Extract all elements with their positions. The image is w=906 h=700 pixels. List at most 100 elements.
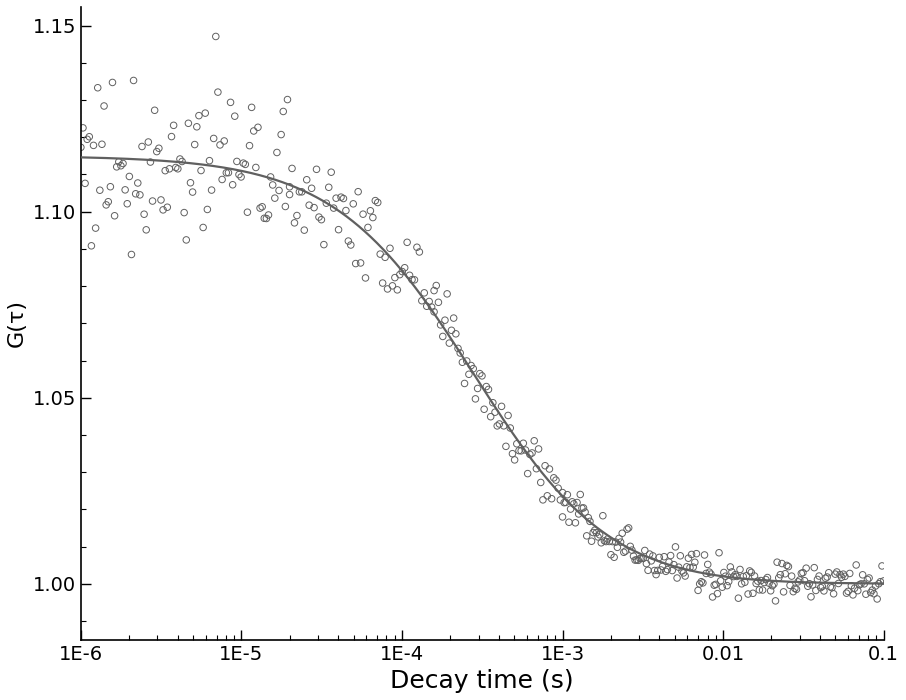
Point	[240, 206, 255, 218]
Point	[612, 533, 626, 544]
Point	[410, 241, 424, 253]
Point	[438, 314, 452, 326]
Point	[764, 585, 778, 596]
Point	[802, 578, 816, 589]
Point	[105, 77, 120, 88]
Point	[830, 566, 844, 578]
Point	[148, 105, 162, 116]
Point	[717, 567, 731, 578]
Point	[549, 475, 564, 486]
Point	[862, 573, 876, 584]
Point	[690, 584, 705, 596]
Point	[551, 482, 565, 493]
Point	[853, 579, 867, 590]
Point	[659, 566, 673, 577]
Point	[429, 280, 444, 291]
Point	[395, 266, 410, 277]
Point	[130, 177, 145, 188]
Point	[520, 468, 535, 480]
Point	[839, 587, 853, 598]
Point	[618, 545, 632, 557]
Point	[770, 556, 785, 568]
Point	[626, 551, 641, 562]
Point	[867, 588, 882, 599]
Point	[407, 274, 421, 286]
Point	[534, 477, 548, 488]
Point	[833, 569, 847, 580]
Point	[646, 550, 660, 561]
Point	[657, 551, 671, 562]
Point	[339, 205, 353, 216]
Point	[733, 564, 747, 575]
Point	[382, 243, 397, 254]
Point	[458, 378, 472, 389]
Point	[280, 94, 294, 105]
Point	[875, 560, 890, 571]
Point	[459, 356, 474, 367]
Point	[630, 554, 644, 566]
Point	[576, 503, 591, 514]
Point	[188, 139, 202, 150]
Point	[179, 234, 194, 246]
Point	[484, 411, 498, 422]
Point	[655, 561, 670, 572]
Point	[783, 580, 797, 591]
Point	[818, 573, 833, 584]
Point	[698, 550, 712, 561]
Point	[333, 192, 348, 203]
Point	[164, 131, 178, 142]
Point	[523, 449, 537, 460]
Point	[649, 569, 663, 580]
Point	[392, 269, 407, 280]
Point	[589, 527, 603, 538]
Point	[620, 524, 634, 535]
Point	[754, 575, 768, 586]
Point	[466, 363, 480, 374]
Point	[198, 108, 213, 119]
Point	[329, 193, 343, 204]
Point	[572, 508, 586, 519]
Point	[290, 210, 304, 221]
Point	[795, 567, 810, 578]
Point	[307, 202, 322, 214]
Point	[610, 542, 624, 553]
Point	[415, 295, 429, 307]
Point	[555, 487, 570, 498]
Point	[170, 163, 185, 174]
Point	[512, 445, 526, 456]
Point	[215, 174, 229, 185]
Point	[332, 224, 346, 235]
Point	[270, 147, 284, 158]
Point	[692, 578, 707, 589]
Point	[145, 195, 159, 206]
Point	[816, 585, 831, 596]
Point	[424, 302, 439, 313]
Point	[385, 280, 400, 291]
Point	[442, 337, 457, 349]
Point	[518, 444, 533, 456]
Point	[417, 287, 431, 298]
Point	[346, 198, 361, 209]
Point	[632, 553, 647, 564]
Point	[844, 580, 859, 592]
Point	[766, 578, 781, 589]
Point	[120, 198, 134, 209]
Point	[605, 536, 620, 547]
Point	[580, 530, 594, 541]
Point	[557, 497, 572, 508]
Point	[265, 179, 280, 190]
Point	[686, 561, 700, 573]
Point	[118, 184, 132, 195]
Point	[294, 186, 309, 197]
Point	[741, 589, 756, 600]
Point	[568, 517, 583, 528]
Point	[673, 550, 688, 561]
Point	[353, 258, 368, 269]
Point	[97, 100, 111, 111]
Point	[729, 570, 744, 582]
Point	[503, 422, 517, 433]
Point	[680, 561, 694, 573]
Point	[760, 572, 775, 583]
Point	[200, 204, 215, 215]
Point	[217, 135, 231, 146]
